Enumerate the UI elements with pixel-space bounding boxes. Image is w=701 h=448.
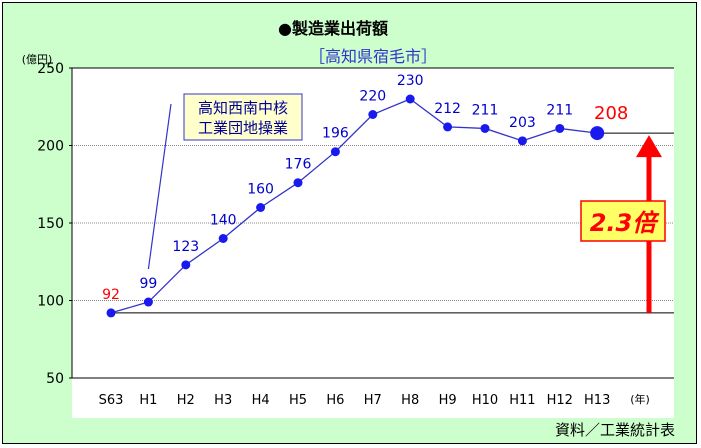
callout-line2: 工業団地操業 <box>198 119 288 137</box>
ratio-label: 2.3倍 <box>590 209 661 237</box>
data-label: 123 <box>172 239 199 255</box>
data-point <box>555 123 565 133</box>
source-note: 資料／工業統計表 <box>555 421 675 439</box>
data-point <box>106 308 116 318</box>
data-point <box>368 110 378 119</box>
data-point <box>256 203 266 212</box>
x-tick-label: H2 <box>177 393 195 408</box>
x-tick-label: H3 <box>214 393 232 408</box>
data-point-highlight <box>590 126 605 141</box>
x-tick-label: H9 <box>439 393 457 408</box>
data-label: 208 <box>594 103 628 124</box>
x-tick-label: H12 <box>547 393 573 408</box>
data-label: 230 <box>397 73 424 89</box>
data-point <box>143 297 153 307</box>
data-label: 196 <box>322 126 349 142</box>
data-point <box>480 123 490 133</box>
y-tick-label: 50 <box>46 371 64 387</box>
chart-svg: 50 100 150 200 250 S63 H1 H2 H3 H4 H5 H6 H7 H8 H9 H10 H1… <box>22 19 675 439</box>
y-tick-label: 100 <box>37 294 64 310</box>
y-tick-label: 250 <box>37 61 64 77</box>
x-tick-label: H8 <box>401 393 419 408</box>
x-tick-label: H4 <box>252 393 270 408</box>
data-label: 212 <box>434 101 461 117</box>
data-label: 92 <box>102 287 120 303</box>
data-label: 211 <box>472 102 499 118</box>
x-tick-label: H11 <box>509 393 535 408</box>
data-point <box>405 94 415 104</box>
x-tick-label: H10 <box>472 393 498 408</box>
x-tick-label: H6 <box>326 393 344 408</box>
data-point <box>181 260 191 270</box>
data-point <box>443 122 453 132</box>
data-label: 220 <box>359 89 386 105</box>
data-label: 160 <box>247 182 274 198</box>
data-label: 140 <box>210 213 237 229</box>
callout-pointer <box>147 103 172 270</box>
x-tick-label: H13 <box>584 393 610 408</box>
data-label: 176 <box>285 157 312 173</box>
data-point <box>330 147 340 157</box>
x-axis-label: (年) <box>630 392 650 406</box>
ratio-arrow-head <box>636 135 662 158</box>
data-point <box>517 136 527 146</box>
ratio-box <box>580 200 666 242</box>
chart-subtitle: ［高知県宿毛市］ <box>309 47 437 66</box>
x-tick-label: H7 <box>364 393 382 408</box>
callout-box <box>183 93 303 141</box>
chart-frame: 50 100 150 200 250 S63 H1 H2 H3 H4 H5 H6 H7 H8 H9 H10 H1… <box>2 2 697 444</box>
x-tick-label: S63 <box>99 393 124 408</box>
y-axis-label: (億円) <box>22 53 53 66</box>
x-tick-label: H1 <box>139 393 157 408</box>
data-label: 211 <box>546 102 573 118</box>
data-point <box>293 178 303 188</box>
y-tick-label: 150 <box>37 216 64 232</box>
chart-title: ●製造業出荷額 <box>278 19 388 38</box>
data-label: 203 <box>509 115 536 131</box>
series-line <box>110 98 598 314</box>
y-tick-label: 200 <box>37 139 64 155</box>
callout-line1: 高知西南中核 <box>198 99 288 117</box>
x-tick-label: H5 <box>289 393 307 408</box>
data-point <box>218 234 228 243</box>
data-label: 99 <box>139 276 157 292</box>
